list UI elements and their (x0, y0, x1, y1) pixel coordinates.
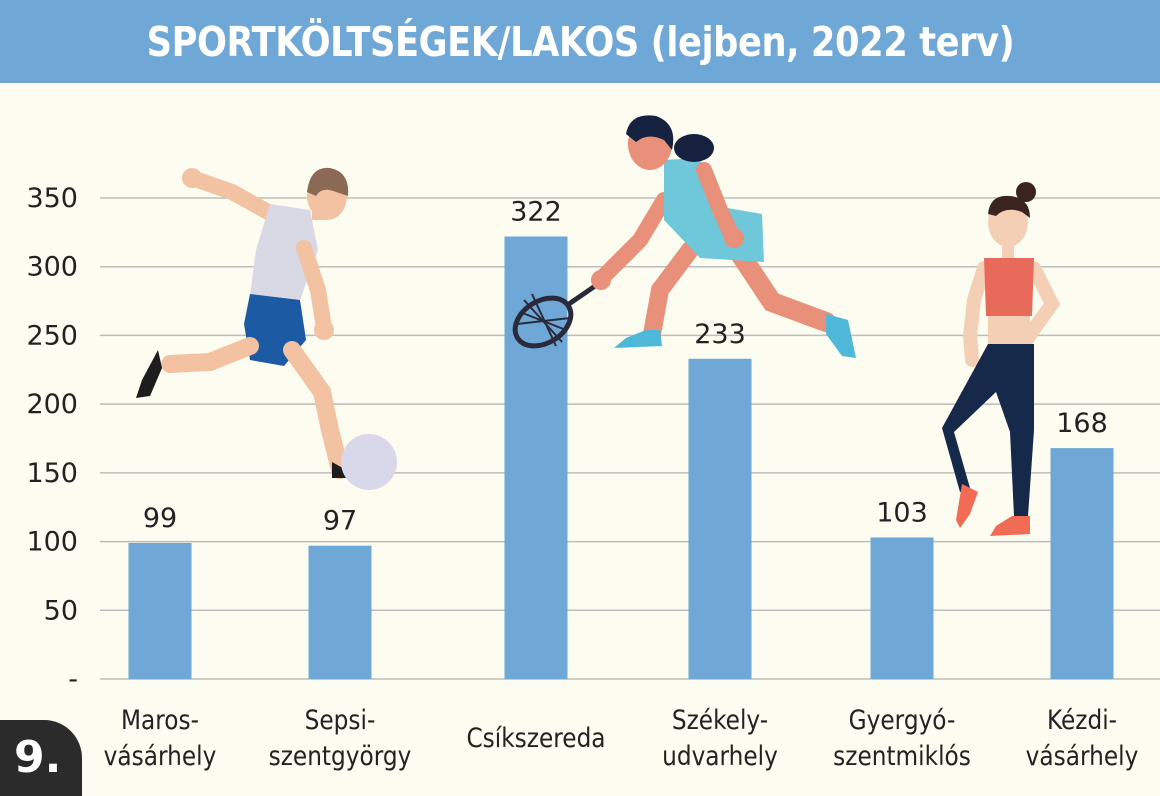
bar (308, 545, 372, 679)
chart-title: SPORTKÖLTSÉGEK/LAKOS (lejben, 2022 terv) (146, 17, 1014, 66)
y-tick-label: 200 (26, 389, 78, 420)
x-category-label-line: szentmiklós (833, 741, 971, 772)
x-category-label-line: vásárhely (103, 741, 217, 772)
data-label: 99 (143, 503, 177, 534)
x-category-label: Sepsi-szentgyörgy (267, 703, 413, 775)
y-tick-label: 150 (26, 458, 78, 489)
soccer-player-illustration (136, 167, 397, 490)
x-category-label: Csíkszereda (463, 721, 609, 757)
x-category-label-line: szentgyörgy (268, 741, 412, 772)
fitness-woman-illustration (942, 182, 1061, 536)
x-category-label-line: udvarhely (662, 741, 778, 772)
x-category-label-line: Gyergyó- (848, 705, 956, 736)
page-badge: 9. (0, 720, 82, 796)
x-category-label-line: Maros- (121, 705, 199, 736)
x-category-label: Székely-udvarhely (647, 703, 793, 775)
data-labels: 99 97 322 233 103 168 (143, 196, 1108, 536)
y-tick-label: 250 (26, 320, 78, 351)
x-category-label: Gyergyó-szentmiklós (829, 703, 975, 775)
y-axis-ticks: - 50 100 150 200 250 300 350 (26, 183, 78, 695)
y-tick-label: 350 (26, 183, 78, 214)
y-tick-label: 300 (26, 252, 78, 283)
bars (128, 236, 1114, 680)
x-category-label: Maros-vásárhely (87, 703, 233, 775)
title-bar: SPORTKÖLTSÉGEK/LAKOS (lejben, 2022 terv) (0, 0, 1160, 83)
y-tick-label: 50 (44, 595, 78, 626)
tennis-player-illustration (512, 115, 856, 358)
data-label: 233 (694, 319, 746, 350)
x-category-label: Kézdi-vásárhely (1009, 703, 1155, 775)
data-label: 97 (323, 506, 357, 537)
x-category-label-line: Székely- (671, 705, 769, 736)
bar (1050, 448, 1114, 679)
data-label: 322 (510, 196, 562, 227)
bar (688, 358, 752, 679)
x-category-label-line: vásárhely (1025, 741, 1139, 772)
bar (128, 542, 192, 679)
bar (504, 236, 568, 680)
page-number: 9. (14, 732, 62, 783)
x-category-label-line: Sepsi- (304, 705, 376, 736)
bar (870, 537, 934, 679)
data-label: 103 (876, 497, 928, 528)
y-tick-label: - (68, 664, 78, 695)
x-category-label-line: Kézdi- (1046, 705, 1118, 736)
y-tick-label: 100 (26, 527, 78, 558)
data-label: 168 (1056, 408, 1108, 439)
x-category-label-line: Csíkszereda (466, 723, 606, 754)
